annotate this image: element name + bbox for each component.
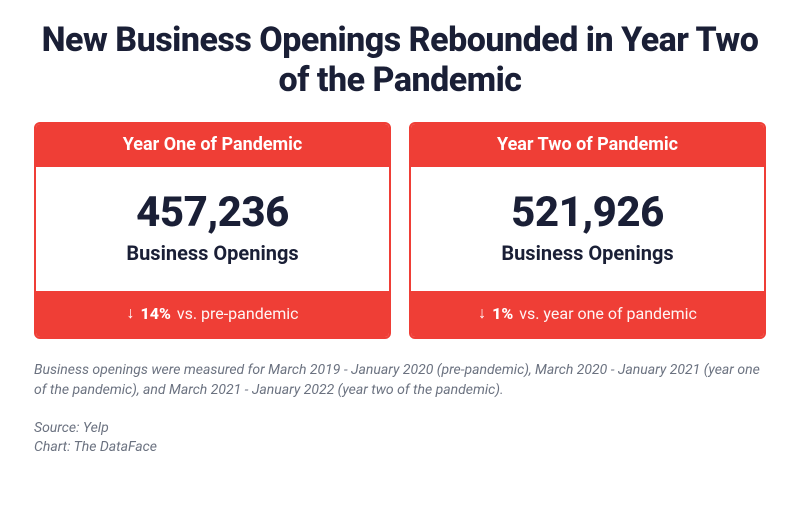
down-arrow-icon: ↓ <box>478 303 486 323</box>
percent-change: 14% <box>141 304 171 323</box>
chart-title: New Business Openings Rebounded in Year … <box>34 20 766 100</box>
card-year-one: Year One of Pandemic 457,236 Business Op… <box>34 122 391 339</box>
card-header: Year Two of Pandemic <box>411 124 764 167</box>
card-label: Business Openings <box>46 241 379 265</box>
percent-change: 1% <box>492 304 513 323</box>
card-header: Year One of Pandemic <box>36 124 389 167</box>
source-block: Source: Yelp Chart: The DataFace <box>34 419 766 458</box>
comparison-text: vs. pre-pandemic <box>177 304 299 323</box>
card-value: 457,236 <box>46 191 379 235</box>
chart-credit: Chart: The DataFace <box>34 438 766 458</box>
methodology-note: Business openings were measured for Marc… <box>34 361 766 400</box>
down-arrow-icon: ↓ <box>127 303 135 323</box>
card-year-two: Year Two of Pandemic 521,926 Business Op… <box>409 122 766 339</box>
card-label: Business Openings <box>421 241 754 265</box>
card-footer: ↓ 1% vs. year one of pandemic <box>411 291 764 337</box>
source-line: Source: Yelp <box>34 419 766 439</box>
comparison-text: vs. year one of pandemic <box>519 304 697 323</box>
card-body: 521,926 Business Openings <box>411 167 764 291</box>
cards-row: Year One of Pandemic 457,236 Business Op… <box>34 122 766 339</box>
card-body: 457,236 Business Openings <box>36 167 389 291</box>
card-value: 521,926 <box>421 191 754 235</box>
card-footer: ↓ 14% vs. pre-pandemic <box>36 291 389 337</box>
